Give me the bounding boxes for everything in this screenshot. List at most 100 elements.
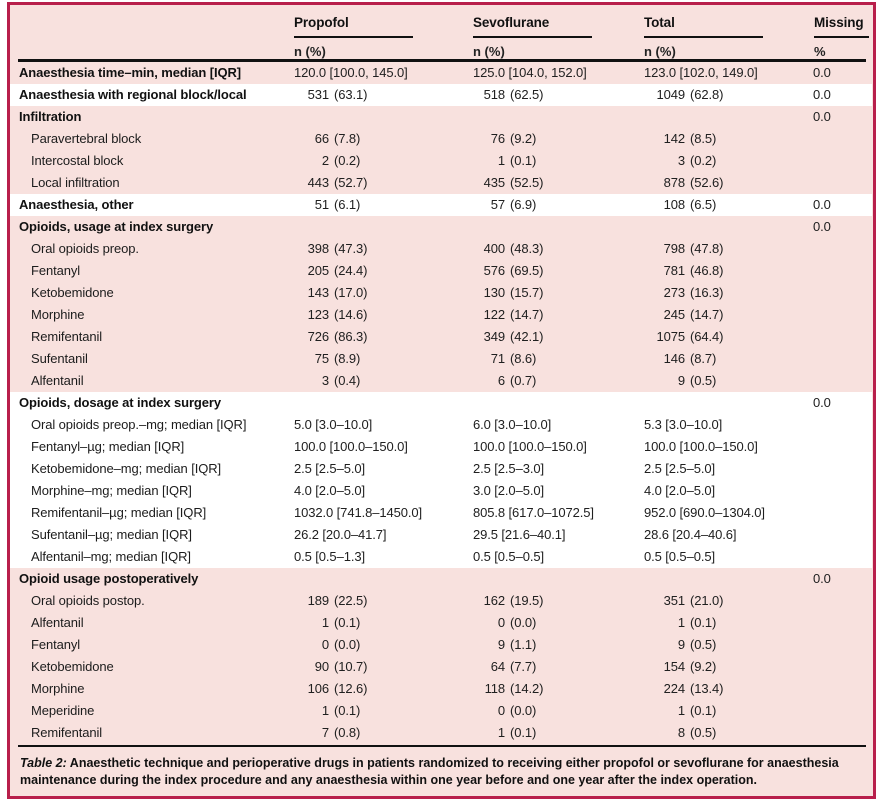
cell-missing — [811, 634, 872, 656]
row-label: Morphine–mg; median [IQR] — [31, 483, 192, 498]
cell-missing — [811, 326, 872, 348]
cell-sevoflurane: 64 (7.7) — [470, 656, 641, 678]
cell-n: 0 — [321, 637, 329, 652]
cell-total: 1075 (64.4) — [641, 326, 811, 348]
row-label: Fentanyl — [31, 637, 81, 652]
cell-pct: (47.8) — [690, 241, 724, 256]
cell-pct: (0.1) — [690, 615, 717, 630]
cell-n: 273 — [663, 285, 685, 300]
cell-sevoflurane: 518 (62.5) — [470, 84, 641, 106]
cell-total: 4.0 [2.0–5.0] — [644, 483, 715, 498]
cell-missing — [811, 656, 872, 678]
cell-sevoflurane: 130 (15.7) — [470, 282, 641, 304]
cell-missing — [811, 700, 872, 722]
row-label: Infiltration — [19, 109, 82, 124]
cell-n: 57 — [490, 197, 505, 212]
cell-n: 71 — [490, 351, 505, 366]
cell-propofol: 443 (52.7) — [291, 172, 470, 194]
cell-propofol: 1 (0.1) — [291, 700, 470, 722]
cell-propofol — [291, 216, 470, 238]
cell-propofol: 120.0 [100.0, 145.0] — [294, 65, 408, 80]
row-label: Oral opioids preop.–mg; median [IQR] — [31, 417, 247, 432]
row-label: Opioids, dosage at index surgery — [19, 395, 221, 410]
cell-n: 224 — [663, 681, 685, 696]
cell-pct: (14.6) — [334, 307, 368, 322]
table-caption: Table 2: Anaesthetic technique and perio… — [20, 755, 857, 788]
col-subtitle: n (%) — [294, 44, 326, 59]
cell-missing — [811, 282, 872, 304]
row-label: Remifentanil — [31, 329, 103, 344]
table-row: Oral opioids preop. 398 (47.3) 400 (48.3) … — [10, 238, 872, 260]
table-row: Paravertebral block 66 (7.8) 76 (9.2) 142 (… — [10, 128, 872, 150]
cell-n: 64 — [490, 659, 505, 674]
cell-sevoflurane — [470, 568, 641, 590]
cell-pct: (15.7) — [510, 285, 544, 300]
cell-pct: (52.5) — [510, 175, 544, 190]
table-row: Ketobemidone 90 (10.7) 64 (7.7) 154 (9.2) — [10, 656, 872, 678]
header-underline — [294, 36, 413, 38]
table-row: Fentanyl 0 (0.0) 9 (1.1) 9 (0.5) — [10, 634, 872, 656]
cell-n: 130 — [483, 285, 505, 300]
col-title: Total — [644, 15, 675, 30]
cell-sevoflurane: 122 (14.7) — [470, 304, 641, 326]
cell-missing — [811, 348, 872, 370]
cell-sevoflurane: 162 (19.5) — [470, 590, 641, 612]
cell-total: 1049 (62.8) — [641, 84, 811, 106]
cell-n: 1 — [497, 153, 505, 168]
table-row: Fentanyl 205 (24.4) 576 (69.5) 781 (46.8) — [10, 260, 872, 282]
cell-n: 0 — [497, 703, 505, 718]
cell-missing — [811, 150, 872, 172]
col-title: Propofol — [294, 15, 349, 30]
cell-pct: (13.4) — [690, 681, 724, 696]
cell-n: 0 — [497, 615, 505, 630]
row-label: Intercostal block — [31, 153, 124, 168]
cell-total: 1 (0.1) — [641, 700, 811, 722]
header-underline — [473, 36, 592, 38]
cell-pct: (62.8) — [690, 87, 724, 102]
cell-pct: (52.7) — [334, 175, 368, 190]
cell-total: 351 (21.0) — [641, 590, 811, 612]
cell-propofol: 726 (86.3) — [291, 326, 470, 348]
cell-total: 5.3 [3.0–10.0] — [644, 417, 723, 432]
cell-n: 143 — [307, 285, 329, 300]
cell-n: 9 — [677, 373, 685, 388]
table-row: Anaesthesia, other 51 (6.1) 57 (6.9) 108 (6… — [10, 194, 872, 216]
row-label: Local infiltration — [31, 175, 120, 190]
cell-total — [641, 106, 811, 128]
cell-n: 798 — [663, 241, 685, 256]
header-row: Propofol n (%) Sevoflurane n (%) Total n… — [10, 5, 872, 59]
cell-pct: (8.6) — [510, 351, 537, 366]
row-label: Fentanyl–µg; median [IQR] — [31, 439, 185, 454]
cell-pct: (6.5) — [690, 197, 717, 212]
col-header-total: Total n (%) — [641, 5, 811, 59]
cell-pct: (0.1) — [334, 615, 361, 630]
row-label: Alfentanil–mg; median [IQR] — [31, 549, 191, 564]
cell-sevoflurane: 6.0 [3.0–10.0] — [473, 417, 552, 432]
cell-pct: (8.7) — [690, 351, 717, 366]
cell-missing — [811, 238, 872, 260]
cell-pct: (0.0) — [334, 637, 361, 652]
cell-n: 66 — [314, 131, 329, 146]
cell-sevoflurane: 6 (0.7) — [470, 370, 641, 392]
cell-propofol: 90 (10.7) — [291, 656, 470, 678]
cell-n: 878 — [663, 175, 685, 190]
cell-sevoflurane: 0.5 [0.5–0.5] — [473, 549, 544, 564]
cell-n: 443 — [307, 175, 329, 190]
cell-pct: (48.3) — [510, 241, 544, 256]
cell-pct: (22.5) — [334, 593, 368, 608]
cell-pct: (63.1) — [334, 87, 368, 102]
cell-propofol: 0.5 [0.5–1.3] — [294, 549, 365, 564]
row-label: Anaesthesia, other — [19, 197, 134, 212]
cell-n: 3 — [677, 153, 685, 168]
cell-n: 435 — [483, 175, 505, 190]
cell-sevoflurane: 1 (0.1) — [470, 150, 641, 172]
row-label: Fentanyl — [31, 263, 81, 278]
table-row: Oral opioids preop.–mg; median [IQR] 5.0… — [10, 414, 872, 436]
cell-pct: (42.1) — [510, 329, 544, 344]
table-row: Intercostal block 2 (0.2) 1 (0.1) 3 (0.2) — [10, 150, 872, 172]
cell-total: 224 (13.4) — [641, 678, 811, 700]
col-title: Sevoflurane — [473, 15, 550, 30]
cell-total: 2.5 [2.5–5.0] — [644, 461, 715, 476]
cell-missing: 0.0 — [813, 219, 831, 234]
col-header-missing: Missing % — [811, 5, 872, 59]
